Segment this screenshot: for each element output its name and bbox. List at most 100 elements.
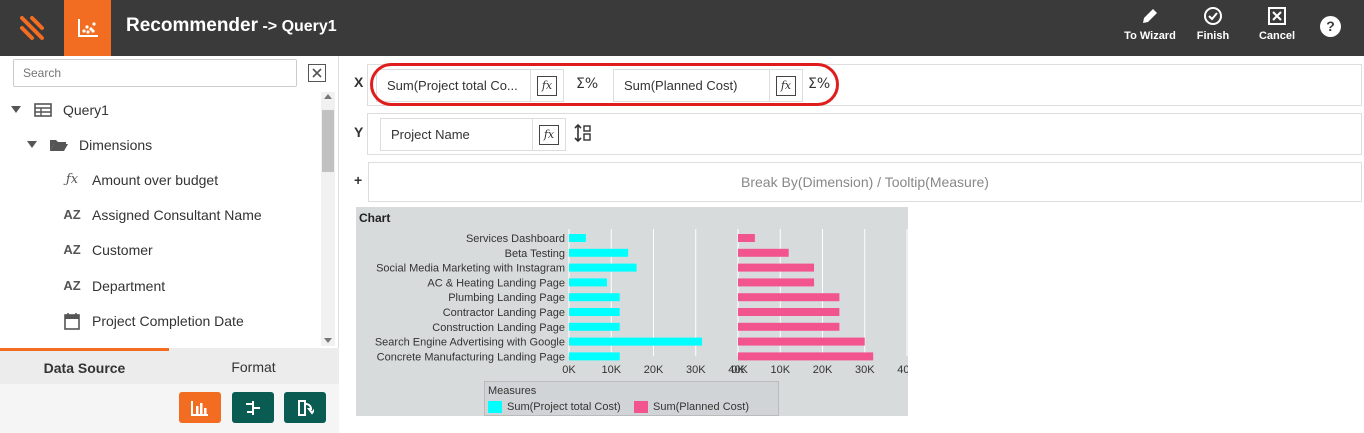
sidebar-tabs: Data Source Format [0, 348, 339, 384]
legend-item-series-1: Sum(Project total Cost) [488, 401, 621, 413]
tick-label: 0K [562, 364, 576, 376]
bar-1 [569, 263, 637, 272]
scroll-down-icon[interactable] [324, 338, 332, 343]
app-header: Recommender -> Query1 To Wizard Finish C… [0, 0, 1364, 56]
fx-button[interactable]: fx [532, 119, 565, 150]
bar-2 [738, 248, 789, 257]
tree-item-label: Assigned Consultant Name [92, 206, 262, 223]
bar-2 [738, 308, 840, 316]
tree-item-department[interactable]: AZ Department [60, 268, 165, 303]
cancel-label: Cancel [1258, 30, 1296, 42]
fx-button[interactable]: fx [769, 70, 802, 101]
fx-icon: ƒx [65, 172, 79, 187]
bar-2 [738, 352, 874, 361]
tick-label: 40K [897, 364, 908, 376]
bar-2 [738, 234, 755, 242]
field-tree: Query1 Dimensions ƒx Amount over budget … [0, 92, 322, 346]
table-icon [31, 102, 55, 117]
fx-icon: fx [537, 75, 557, 96]
tree-item-dimensions[interactable]: Dimensions [27, 127, 152, 162]
export-button[interactable] [284, 392, 326, 423]
x-measure-pill-1[interactable]: Sum(Project total Co... fx [376, 69, 564, 102]
tick-label: 10K [770, 364, 790, 376]
app-title-text: Recommender [126, 15, 258, 36]
clear-search-icon[interactable] [308, 64, 326, 82]
close-box-icon [1268, 7, 1286, 25]
bar-chart-icon [191, 400, 208, 416]
scroll-thumb[interactable] [322, 110, 334, 172]
tree-item-project-completion-date[interactable]: Project Completion Date [60, 303, 244, 338]
category-label: Social Media Marketing with Instagram [376, 263, 565, 275]
help-icon[interactable]: ? [1320, 16, 1341, 37]
tree-item-label: Project Completion Date [92, 312, 244, 329]
bar-2 [738, 278, 815, 287]
folder-open-icon [47, 138, 71, 152]
cancel-button[interactable]: Cancel [1242, 6, 1312, 42]
category-label: Concrete Manufacturing Landing Page [377, 351, 565, 363]
category-label: Beta Testing [505, 248, 565, 260]
tab-format[interactable]: Format [231, 359, 276, 375]
category-label: Services Dashboard [466, 233, 565, 245]
x-axis-shelf[interactable]: Sum(Project total Co... fx Σ% Sum(Planne… [367, 64, 1362, 106]
y-dimension-pill[interactable]: Project Name fx [380, 118, 566, 151]
x-axis-shelf-label: X [354, 74, 364, 90]
tick-label: 20K [644, 364, 664, 376]
bar-1 [569, 234, 586, 242]
chart-legend: Measures Sum(Project total Cost) Sum(Pla… [484, 381, 779, 416]
chart-title: Chart [359, 211, 391, 225]
finish-label: Finish [1196, 30, 1230, 42]
category-label: Contractor Landing Page [443, 307, 565, 319]
bar-1 [569, 322, 620, 331]
to-wizard-button[interactable]: To Wizard [1115, 6, 1185, 42]
legend-item-series-2: Sum(Planned Cost) [634, 401, 749, 413]
highlight-annotation [370, 63, 839, 106]
sidebar-scrollbar[interactable] [321, 92, 335, 346]
fx-icon: fx [539, 124, 559, 145]
break-by-shelf[interactable]: Break By(Dimension) / Tooltip(Measure) [368, 162, 1362, 202]
legend-title: Measures [488, 385, 537, 397]
tree-item-label: Query1 [63, 101, 109, 118]
calendar-icon [60, 312, 84, 330]
bar-chart-button[interactable] [179, 392, 221, 423]
tree-item-label: Amount over budget [92, 171, 219, 188]
category-label: Construction Landing Page [432, 322, 565, 334]
tree-structure-button[interactable] [232, 392, 274, 423]
chevron-down-icon[interactable] [27, 141, 37, 148]
break-by-shelf-label: + [354, 172, 363, 188]
tick-label: 0K [731, 364, 745, 376]
bar-1 [569, 352, 620, 361]
sidebar-actions [0, 384, 339, 433]
legend-swatch [634, 401, 648, 413]
app-logo-icon[interactable] [0, 0, 64, 56]
tree-structure-icon [246, 400, 260, 415]
tree-item-query1[interactable]: Query1 [11, 92, 109, 127]
y-axis-shelf[interactable]: Project Name fx [367, 113, 1362, 155]
bar-chart: Services Dashboard Beta Testing Social Med… [375, 229, 908, 376]
legend-label: Sum(Planned Cost) [653, 401, 749, 413]
pencil-icon [1143, 9, 1157, 23]
scroll-up-icon[interactable] [324, 94, 332, 99]
page-title: Recommender -> Query1 [126, 15, 337, 37]
tick-label: 30K [855, 364, 875, 376]
tree-item-amount-over-budget[interactable]: ƒx Amount over budget [60, 162, 218, 197]
tree-item-customer[interactable]: AZ Customer [60, 232, 153, 267]
aggregate-icon[interactable]: Σ% [576, 76, 599, 92]
chevron-down-icon[interactable] [11, 106, 21, 113]
fx-icon: fx [776, 75, 796, 96]
tree-item-assigned-consultant-name[interactable]: AZ Assigned Consultant Name [60, 197, 262, 232]
tree-item-label: Dimensions [79, 136, 153, 153]
chart-type-icon[interactable] [64, 0, 111, 56]
fx-button[interactable]: fx [530, 70, 563, 101]
search-input[interactable] [13, 59, 297, 87]
tree-item-label: Customer [92, 241, 153, 258]
finish-button[interactable]: Finish [1178, 6, 1248, 42]
tick-label: 20K [813, 364, 833, 376]
az-icon: AZ [63, 278, 81, 293]
tab-data-source[interactable]: Data Source [0, 348, 169, 384]
x-measure-pill-2[interactable]: Sum(Planned Cost) fx [613, 69, 803, 102]
chart-panel: Chart Services Dashboard Beta Testing Soci… [356, 207, 908, 416]
pill-label: Project Name [391, 127, 470, 142]
sort-icon[interactable] [574, 123, 594, 147]
category-label: AC & Heating Landing Page [427, 277, 565, 289]
bar-1 [569, 248, 629, 257]
